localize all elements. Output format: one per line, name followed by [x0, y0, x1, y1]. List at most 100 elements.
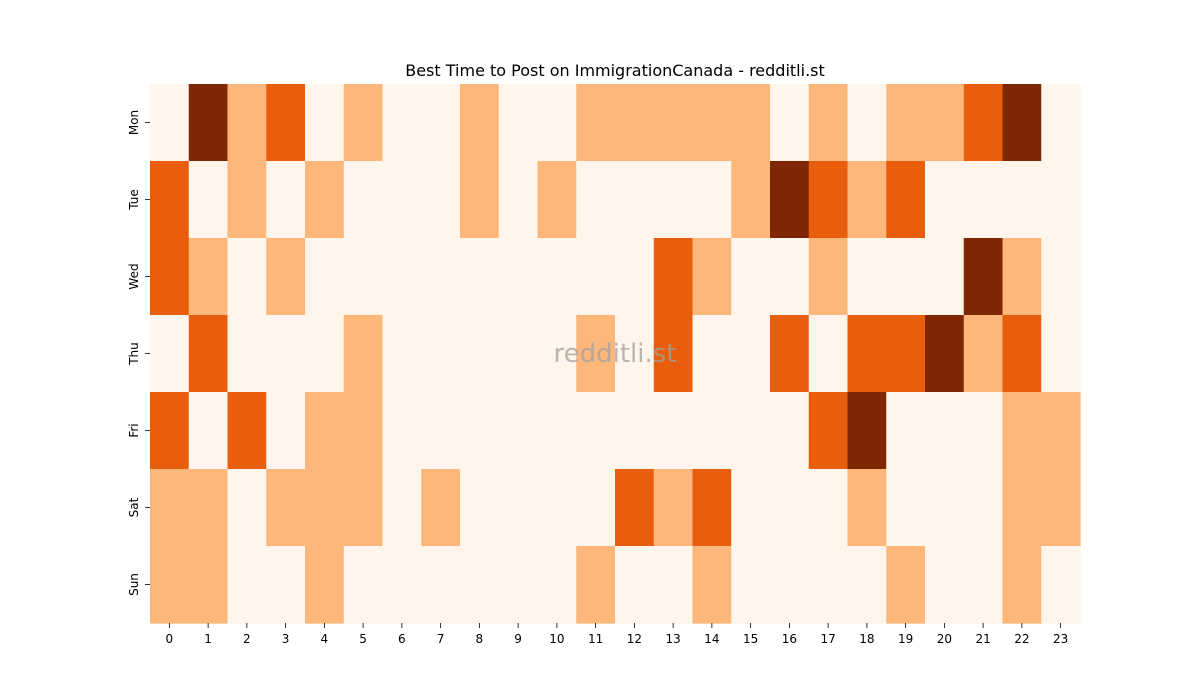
heatmap-cell-wed-10	[537, 238, 577, 316]
heatmap-cell-wed-20	[925, 238, 965, 316]
heatmap-cell-mon-4	[305, 84, 345, 162]
heatmap-cell-thu-6	[382, 315, 422, 393]
heatmap-cell-wed-0	[150, 238, 190, 316]
x-tick-label: 13	[665, 632, 680, 646]
heatmap-cell-thu-19	[886, 315, 926, 393]
heatmap-cell-thu-7	[421, 315, 461, 393]
x-tick-label: 0	[166, 632, 174, 646]
heatmap-cell-fri-17	[808, 392, 849, 470]
heatmap-cell-tue-19	[886, 161, 926, 239]
heatmap-cell-fri-15	[731, 392, 771, 470]
heatmap-cell-fri-23	[1041, 392, 1081, 470]
heatmap-cell-sat-6	[382, 469, 422, 547]
heatmap-cell-wed-1	[188, 238, 229, 316]
heatmap-cell-mon-22	[1002, 84, 1042, 162]
heatmap-cell-mon-3	[266, 84, 306, 162]
heatmap-cell-mon-7	[421, 84, 461, 162]
heatmap-cell-mon-11	[576, 84, 616, 162]
heatmap-cell-tue-8	[460, 161, 500, 239]
x-axis: 0 1 2 3 4 5 6 7 8 9 10 11 12 13 14 15 16 17 18 19 20 21 22 23	[166, 623, 1068, 646]
heatmap-cell-wed-19	[886, 238, 926, 316]
heatmap-cell-tue-2	[227, 161, 267, 239]
heatmap-cell-mon-15	[731, 84, 771, 162]
heatmap-cell-sat-17	[808, 469, 849, 547]
heatmap-cell-tue-16	[770, 161, 810, 239]
heatmap-cell-wed-4	[305, 238, 345, 316]
heatmap-cell-fri-12	[615, 392, 655, 470]
y-tick-label: Sat	[127, 497, 141, 517]
heatmap-cell-mon-12	[615, 84, 655, 162]
x-tick-label: 7	[437, 632, 445, 646]
heatmap-cell-tue-4	[305, 161, 345, 239]
x-tick-label: 12	[627, 632, 642, 646]
heatmap-cell-sat-15	[731, 469, 771, 547]
heatmap-cell-tue-21	[963, 161, 1004, 239]
heatmap-cell-tue-18	[847, 161, 887, 239]
heatmap-cell-sat-2	[227, 469, 267, 547]
heatmap-cell-thu-11	[576, 315, 616, 393]
heatmap-cell-mon-2	[227, 84, 267, 162]
heatmap-cell-thu-13	[653, 315, 694, 393]
x-tick-label: 16	[782, 632, 797, 646]
heatmap-cell-thu-10	[537, 315, 577, 393]
heatmap-cell-sun-18	[847, 546, 887, 624]
heatmap-cell-sat-20	[925, 469, 965, 547]
y-tick-label: Tue	[127, 189, 141, 211]
heatmap-cell-wed-17	[808, 238, 849, 316]
heatmap-cell-fri-11	[576, 392, 616, 470]
x-tick-label: 11	[588, 632, 603, 646]
heatmap-cell-sun-14	[692, 546, 732, 624]
heatmap-cell-wed-15	[731, 238, 771, 316]
heatmap-cell-mon-14	[692, 84, 732, 162]
heatmap-cell-thu-22	[1002, 315, 1042, 393]
heatmap-cell-sun-9	[498, 546, 539, 624]
heatmap-cell-sun-23	[1041, 546, 1081, 624]
heatmap-cell-mon-13	[653, 84, 694, 162]
heatmap-cells	[150, 84, 1081, 624]
heatmap-cell-fri-14	[692, 392, 732, 470]
heatmap-cell-sat-19	[886, 469, 926, 547]
x-tick-label: 5	[359, 632, 367, 646]
heatmap-cell-sat-0	[150, 469, 190, 547]
heatmap-cell-wed-14	[692, 238, 732, 316]
heatmap-cell-tue-1	[188, 161, 229, 239]
heatmap-cell-sat-16	[770, 469, 810, 547]
heatmap-cell-wed-6	[382, 238, 422, 316]
x-tick-label: 15	[743, 632, 758, 646]
heatmap-cell-tue-11	[576, 161, 616, 239]
y-tick-label: Thu	[127, 342, 141, 366]
heatmap-cell-thu-15	[731, 315, 771, 393]
y-axis: Mon Tue Wed Thu Fri Sat Sun	[127, 110, 150, 596]
heatmap-cell-thu-16	[770, 315, 810, 393]
heatmap-cell-wed-2	[227, 238, 267, 316]
heatmap-cell-tue-6	[382, 161, 422, 239]
heatmap-cell-sat-8	[460, 469, 500, 547]
heatmap-cell-sat-22	[1002, 469, 1042, 547]
heatmap-cell-sun-10	[537, 546, 577, 624]
heatmap-cell-sun-3	[266, 546, 306, 624]
heatmap-cell-fri-21	[963, 392, 1004, 470]
heatmap-cell-thu-12	[615, 315, 655, 393]
heatmap-cell-sat-5	[343, 469, 384, 547]
heatmap-cell-thu-9	[498, 315, 539, 393]
heatmap-cell-wed-8	[460, 238, 500, 316]
heatmap-cell-tue-22	[1002, 161, 1042, 239]
heatmap-cell-fri-4	[305, 392, 345, 470]
heatmap-cell-sat-23	[1041, 469, 1081, 547]
heatmap-cell-sat-1	[188, 469, 229, 547]
heatmap-cell-sun-17	[808, 546, 849, 624]
heatmap-cell-mon-8	[460, 84, 500, 162]
heatmap-cell-sun-20	[925, 546, 965, 624]
heatmap-cell-wed-23	[1041, 238, 1081, 316]
heatmap-cell-fri-18	[847, 392, 887, 470]
y-tick-label: Fri	[127, 423, 141, 437]
heatmap-cell-tue-9	[498, 161, 539, 239]
heatmap-cell-sun-6	[382, 546, 422, 624]
x-tick-label: 20	[937, 632, 952, 646]
x-tick-label: 3	[282, 632, 290, 646]
heatmap-cell-sun-12	[615, 546, 655, 624]
x-tick-label: 23	[1053, 632, 1068, 646]
heatmap-cell-mon-16	[770, 84, 810, 162]
x-tick-label: 17	[820, 632, 835, 646]
heatmap-cell-sat-12	[615, 469, 655, 547]
